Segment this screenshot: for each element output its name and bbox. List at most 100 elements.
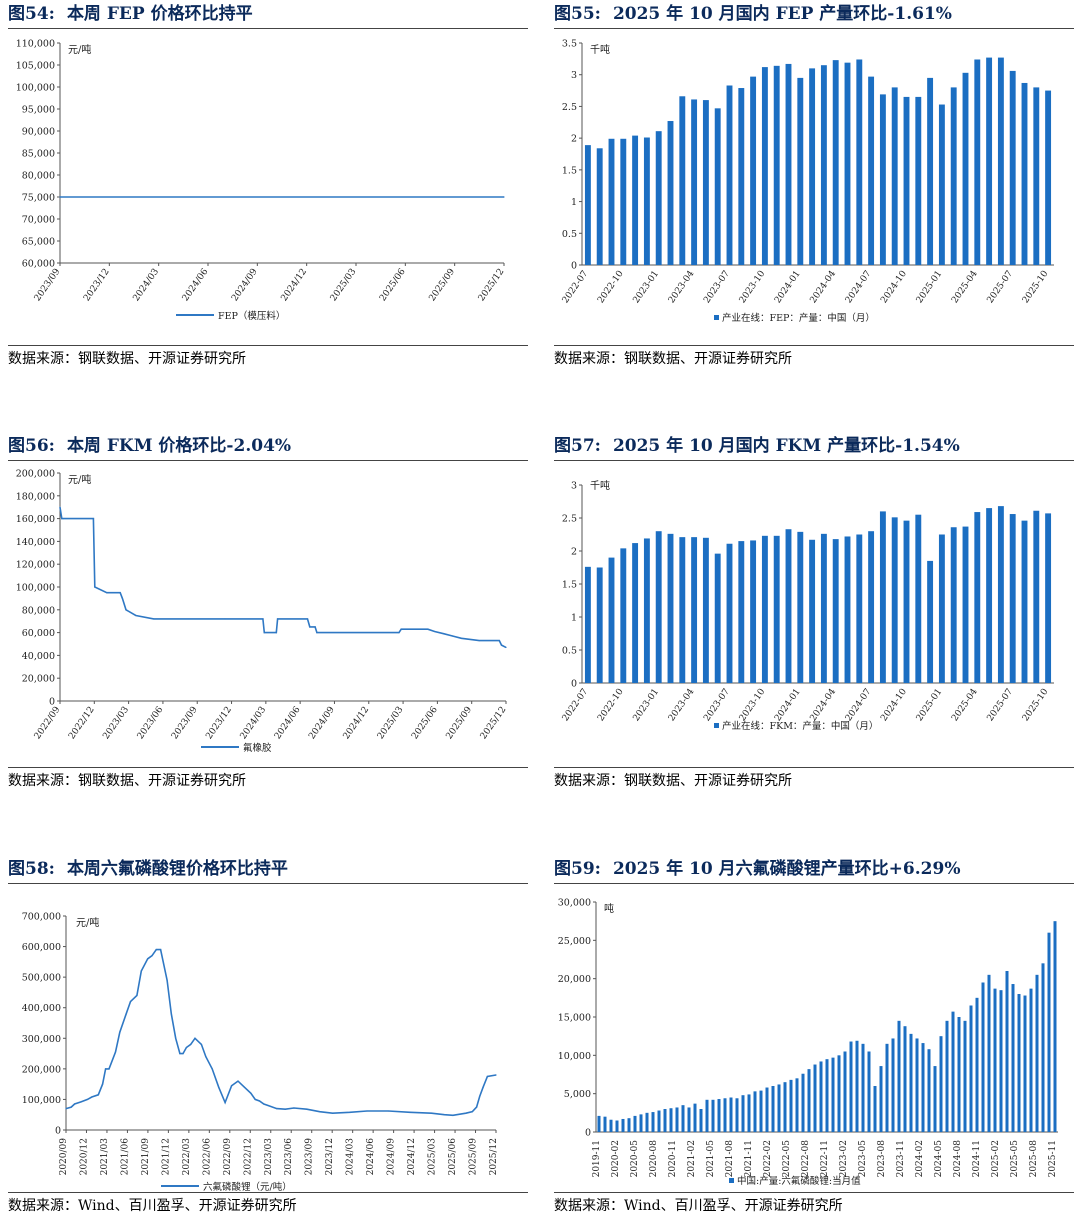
bar: [620, 138, 627, 265]
x-tick-label: 2021/06: [120, 1138, 130, 1176]
x-tick-label: 2025/06: [378, 267, 408, 304]
y-tick-label: 80,000: [22, 605, 55, 616]
legend-swatch: [714, 723, 719, 728]
bar: [963, 1020, 967, 1132]
lipf6-price-line-chart: 0 100,000 200,000 300,000 400,000 500,000 600,…: [22, 912, 499, 1193]
series-point: [306, 1108, 308, 1110]
bar: [873, 1086, 877, 1132]
series-point: [277, 618, 279, 620]
y-tick-label: 70,000: [22, 215, 55, 226]
y-tick-label: 15,000: [558, 1013, 591, 1024]
series-point: [409, 1111, 411, 1113]
bar: [1033, 87, 1040, 266]
figure-number: 图59:: [554, 859, 601, 879]
bar: [596, 148, 603, 265]
bar: [761, 535, 768, 683]
panel-fig57: 图57: 2025 年 10 月国内 FKM 产量环比-1.54% 0 0.5 1 1.…: [554, 432, 1074, 794]
bar: [797, 531, 804, 683]
x-tick-label: 2024/12: [279, 267, 309, 303]
bar: [702, 537, 709, 683]
lipf6-output-bar-chart: 0 5,000 10,000 15,000 20,000 25,000 30,000 吨 201…: [558, 898, 1058, 1187]
bar: [861, 1043, 865, 1132]
x-tick-label: 2023-04: [667, 687, 697, 724]
bar: [927, 77, 934, 265]
bar: [643, 137, 650, 265]
x-tick-label: 2024/06: [273, 705, 303, 742]
bar: [783, 1082, 787, 1132]
bar: [687, 1107, 691, 1132]
series-point: [293, 1107, 295, 1109]
bar: [608, 138, 615, 265]
bar: [813, 1064, 817, 1132]
bar: [741, 1095, 745, 1132]
bar: [773, 65, 780, 265]
series-point: [398, 632, 400, 634]
bar: [909, 1033, 913, 1132]
y-tick-label: 100,000: [16, 583, 55, 594]
bar: [667, 121, 674, 266]
unit-label: 千吨: [590, 43, 610, 56]
x-tick-label: 2024/06: [366, 1138, 376, 1176]
y-tick-label: 700,000: [22, 912, 61, 923]
bar: [1047, 932, 1051, 1132]
series-point: [254, 1098, 256, 1101]
panel-fig54: 图54: 本周 FEP 价格环比持平 60,000 65,000 70,000 75,0…: [8, 0, 528, 372]
bar: [777, 1084, 781, 1132]
bar: [837, 1055, 841, 1132]
bar: [903, 1026, 907, 1132]
bar: [820, 65, 827, 265]
y-tick-label: 0: [571, 679, 577, 690]
x-tick-label: 2019-11: [592, 1140, 602, 1177]
bar: [879, 511, 886, 683]
y-tick-label: 2: [571, 134, 577, 145]
bar: [999, 990, 1003, 1132]
x-tick-label: 2020-05: [630, 1140, 640, 1178]
series-point: [86, 1098, 89, 1101]
series-point: [400, 628, 402, 630]
series-point: [316, 632, 318, 634]
series-point: [59, 506, 61, 508]
bar: [1053, 921, 1057, 1132]
bar: [1023, 995, 1027, 1132]
x-tick-label: 2024/03: [131, 267, 161, 304]
data-source: 数据来源：Wind、百川盈孚、开源证券研究所: [554, 1192, 1074, 1219]
y-tick-label: 200,000: [16, 469, 55, 480]
x-tick-label: 2022/03: [182, 1138, 192, 1176]
y-tick-label: 500,000: [22, 973, 61, 984]
series-point: [153, 618, 155, 620]
bar: [950, 87, 957, 266]
x-tick-label: 2023/03: [264, 1138, 274, 1176]
bar: [915, 1038, 919, 1132]
x-tick-label: 2023-07: [702, 687, 732, 724]
series-point: [135, 614, 137, 617]
bar: [714, 553, 721, 683]
figure-caption: 2025 年 10 月国内 FEP 产量环比-1.61%: [612, 4, 952, 24]
figure-caption: 2025 年 10 月国内 FKM 产量环比-1.54%: [612, 436, 960, 456]
bar: [903, 96, 910, 265]
y-tick-label: 1.5: [562, 580, 577, 591]
bar: [1017, 994, 1021, 1132]
bar: [785, 63, 792, 266]
bar: [927, 560, 934, 683]
bar: [879, 1066, 883, 1132]
x-tick-label: 2020/09: [59, 1138, 69, 1176]
panel-fig56: 图56: 本周 FKM 价格环比-2.04% 0 20,000 40,000 60,00…: [8, 432, 528, 794]
bar: [1045, 513, 1052, 683]
bar: [975, 997, 979, 1132]
x-tick-label: 2024/03: [346, 1138, 356, 1176]
y-tick-label: 75,000: [22, 193, 55, 204]
fkm-price-line-chart: 0 20,000 40,000 60,000 80,000 100,000 120,000 1…: [16, 469, 509, 755]
series-point: [121, 597, 124, 599]
bar: [759, 1090, 763, 1132]
series-point: [267, 1104, 269, 1107]
bar: [903, 520, 910, 683]
bar: [1009, 70, 1016, 265]
y-tick-label: 30,000: [558, 898, 591, 909]
series-point: [478, 639, 480, 642]
figure-caption: 本周六氟磷酸锂价格环比持平: [66, 859, 288, 879]
y-tick-label: 2.5: [562, 102, 577, 113]
bar: [723, 1098, 727, 1132]
y-tick-label: 120,000: [16, 560, 55, 571]
series-point: [94, 586, 96, 588]
